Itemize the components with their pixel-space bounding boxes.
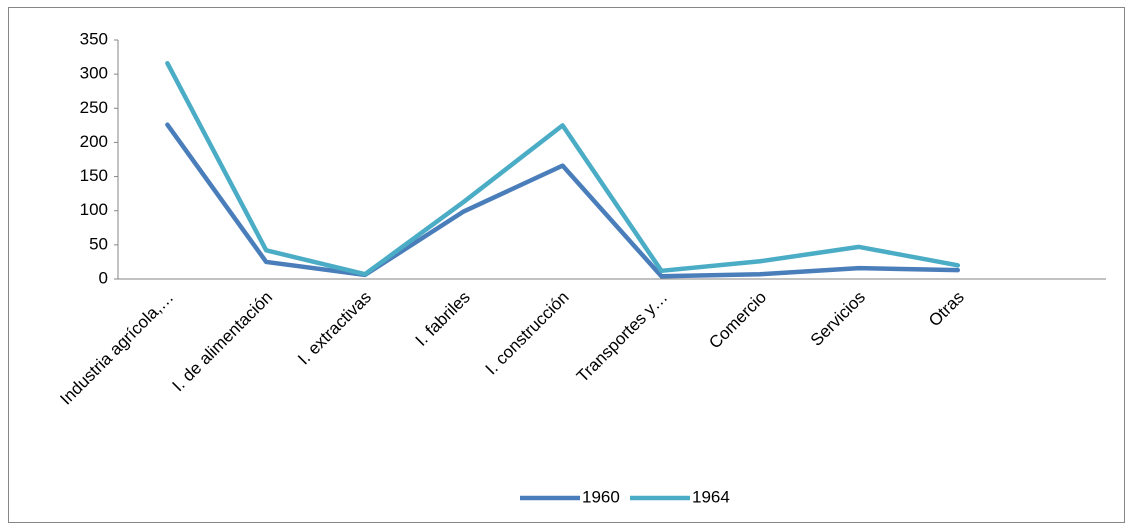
y-tick-label: 350 bbox=[80, 29, 108, 48]
y-tick-label: 50 bbox=[89, 234, 108, 253]
legend-label: 1964 bbox=[692, 487, 730, 506]
y-tick-label: 250 bbox=[80, 98, 108, 117]
y-tick-label: 300 bbox=[80, 64, 108, 83]
y-tick-label: 0 bbox=[99, 268, 108, 287]
y-tick-label: 150 bbox=[80, 166, 108, 185]
y-tick-label: 100 bbox=[80, 200, 108, 219]
legend-label: 1960 bbox=[582, 487, 620, 506]
chart-frame bbox=[8, 7, 1125, 523]
series-line bbox=[165, 60, 961, 277]
series-line bbox=[165, 122, 961, 279]
y-tick-label: 200 bbox=[80, 132, 108, 151]
